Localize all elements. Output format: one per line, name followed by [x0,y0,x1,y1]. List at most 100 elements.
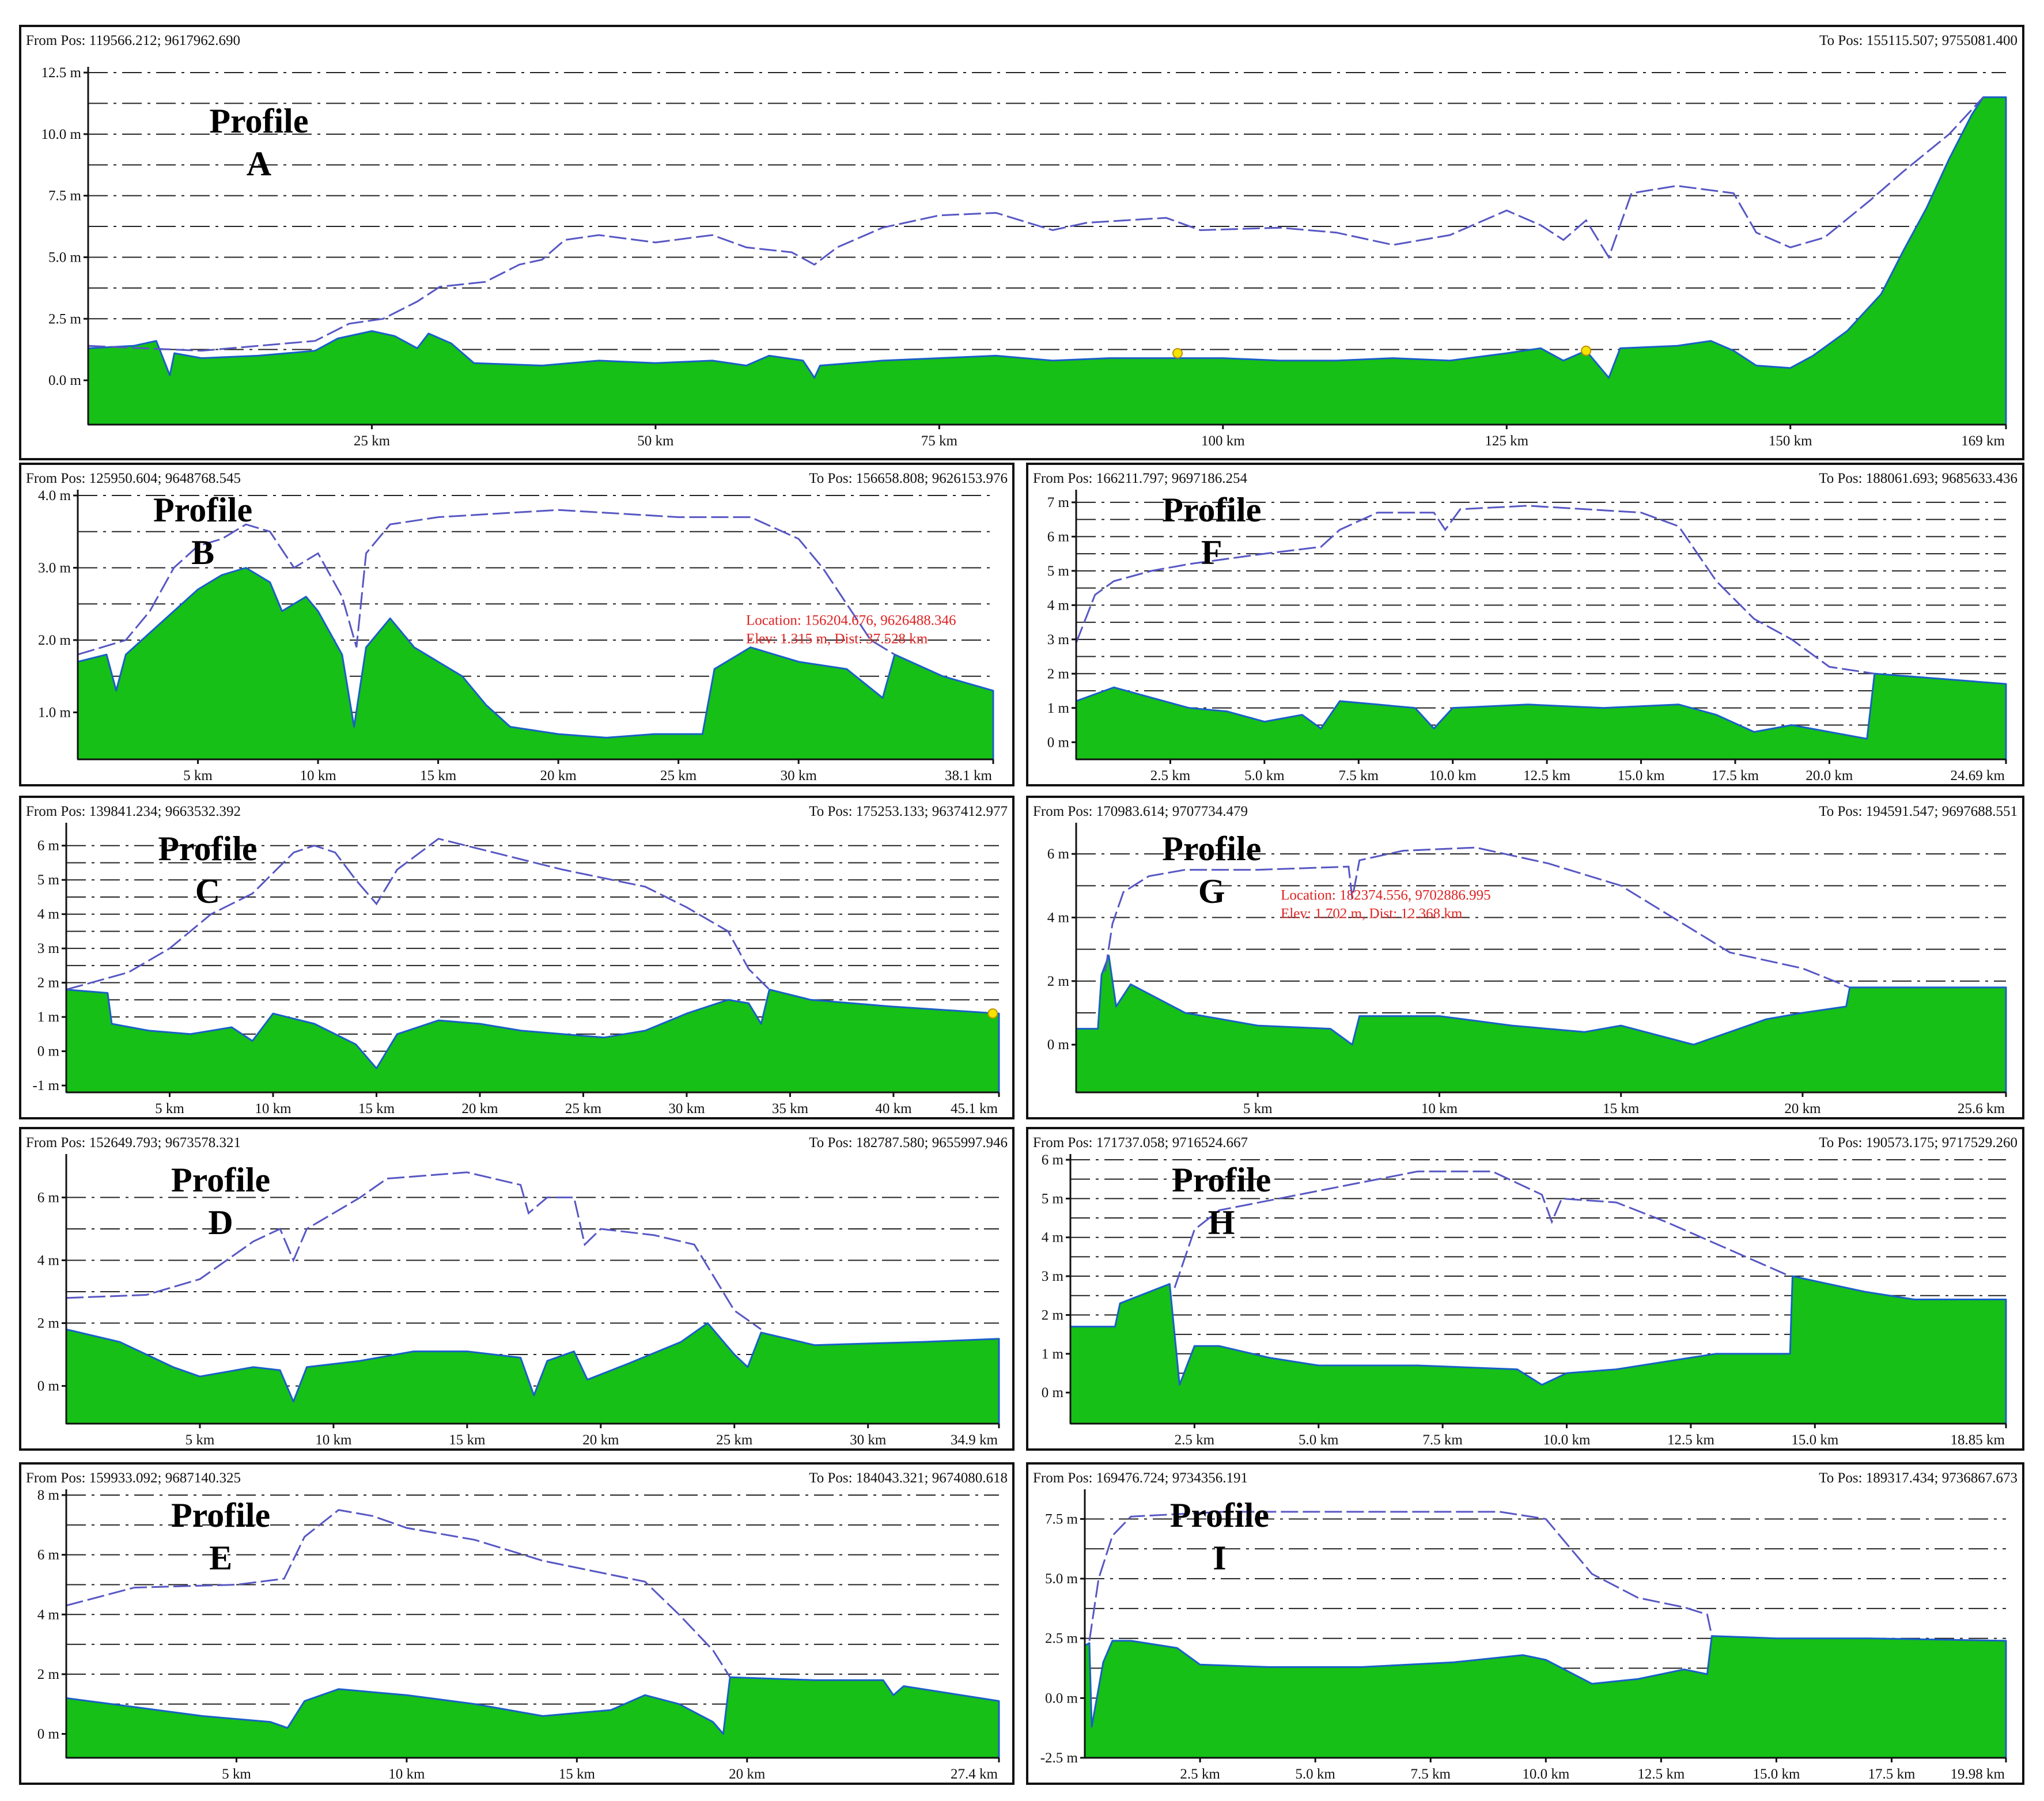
y-tick-label: 0.0 m [1045,1690,1078,1706]
y-tick-label: 5.0 m [1045,1571,1078,1587]
x-tick-label: 125 km [1485,433,1528,449]
profile-letter: I [1213,1539,1226,1577]
location-marker [1581,345,1592,356]
x-tick-label: 5 km [1243,1101,1273,1117]
y-tick-label: 3 m [1047,632,1070,648]
x-tick-label: 27.4 km [951,1766,998,1782]
to-pos-label: To Pos: 194591.547; 9697688.551 [1819,804,2017,819]
y-tick-label: 4 m [37,907,60,922]
y-tick-label: 6 m [1047,529,1070,544]
y-tick-label: 2.5 m [48,311,82,327]
profile-title: Profile [153,491,252,529]
y-tick-label: 7 m [1047,495,1070,510]
x-tick-label: 5.0 km [1299,1432,1339,1448]
x-tick-label: 30 km [668,1101,705,1117]
y-tick-label: 0 m [37,1044,60,1060]
x-tick-label: 2.5 km [1150,768,1191,784]
x-tick-label: 18.85 km [1951,1432,2005,1448]
profile-title: Profile [171,1496,270,1534]
x-tick-label: 7.5 km [1410,1766,1451,1782]
profile-title: Profile [1162,491,1261,529]
y-tick-label: 1.0 m [38,705,71,720]
annotation-location: Location: 182374.556, 9702886.995 [1281,888,1491,903]
profile-letter: C [195,872,220,910]
y-tick-label: 4 m [37,1253,60,1268]
y-tick-label: 8 m [37,1488,60,1503]
y-tick-label: 2 m [1047,666,1070,682]
y-tick-label: 3 m [1042,1269,1064,1284]
profile-panel-i: From Pos: 169476.724; 9734356.191 To Pos:… [1026,1462,2024,1785]
x-tick-label: 2.5 km [1175,1432,1215,1448]
profile-letter: B [191,534,214,572]
x-tick-label: 15 km [358,1101,395,1117]
profile-panel-d: From Pos: 152649.793; 9673578.321 To Pos:… [19,1127,1015,1451]
y-tick-label: 1 m [1047,701,1070,716]
x-tick-label: 25 km [660,768,697,784]
terrain-area [1084,1635,2007,1759]
terrain-area [65,1322,1000,1425]
x-tick-label: 30 km [850,1432,887,1448]
y-tick-label: 1 m [37,1009,60,1025]
terrain-area [1069,1275,2007,1425]
terrain-area [1075,955,2007,1094]
y-tick-label: 3 m [37,941,60,956]
x-tick-label: 5 km [222,1766,251,1782]
x-tick-label: 10.0 km [1429,768,1477,784]
x-tick-label: 30 km [781,768,817,784]
x-tick-label: 15.0 km [1791,1432,1839,1448]
y-tick-label: -2.5 m [1040,1750,1078,1766]
x-tick-label: 15 km [1603,1101,1640,1117]
terrain-area [87,96,2007,426]
x-tick-label: 25 km [354,433,391,449]
from-pos-label: From Pos: 170983.614; 9707734.479 [1033,804,1248,819]
profile-line [1174,1170,1791,1288]
x-tick-label: 50 km [637,433,674,449]
x-tick-label: 12.5 km [1667,1432,1715,1448]
profile-letter: F [1201,534,1222,572]
y-tick-label: 1 m [1042,1346,1064,1362]
x-tick-label: 25.6 km [1958,1101,2005,1117]
profile-line [66,1509,731,1678]
profile-letter: G [1198,872,1225,910]
y-tick-label: 2 m [37,1316,60,1331]
profile-title: Profile [158,830,257,868]
x-tick-label: 20 km [729,1766,766,1782]
x-tick-label: 5 km [183,768,213,784]
profile-line [1075,505,1875,675]
y-tick-label: 0 m [1047,735,1070,750]
profile-panel-f: From Pos: 166211.797; 9697186.254 To Pos:… [1026,463,2024,786]
x-tick-label: 7.5 km [1422,1432,1463,1448]
from-pos-label: From Pos: 125950.604; 9648768.545 [26,471,241,486]
annotation-location: Location: 156204.676, 9626488.346 [746,612,956,628]
y-tick-label: 2 m [37,975,60,991]
profile-panel-b: From Pos: 125950.604; 9648768.545 To Pos:… [19,463,1015,786]
to-pos-label: To Pos: 190573.175; 9717529.260 [1819,1135,2017,1151]
x-tick-label: 45.1 km [951,1101,998,1117]
profile-line [66,838,770,991]
x-tick-label: 34.9 km [951,1432,998,1448]
x-tick-label: 38.1 km [945,768,993,784]
x-tick-label: 15 km [420,768,457,784]
profile-line [66,1171,762,1330]
from-pos-label: From Pos: 169476.724; 9734356.191 [1033,1470,1248,1486]
to-pos-label: To Pos: 184043.321; 9674080.618 [809,1470,1008,1486]
x-tick-label: 169 km [1961,433,2005,449]
x-tick-label: 5 km [186,1432,215,1448]
x-tick-label: 20.0 km [1805,768,1853,784]
profile-title: Profile [1172,1161,1271,1199]
terrain-area [65,989,1000,1094]
x-tick-label: 12.5 km [1637,1766,1685,1782]
y-tick-label: 5 m [37,872,60,888]
y-tick-label: 2.0 m [38,633,71,648]
x-tick-label: 20 km [582,1432,619,1448]
terrain-area [77,567,994,760]
profile-line [88,96,1984,352]
x-tick-label: 25 km [716,1432,753,1448]
x-tick-label: 10.0 km [1543,1432,1591,1448]
profile-panel-h: From Pos: 171737.058; 9716524.667 To Pos:… [1026,1127,2024,1451]
y-tick-label: 10.0 m [41,127,82,142]
y-tick-label: 2 m [1042,1307,1064,1323]
location-marker [1172,348,1183,359]
location-marker [987,1008,998,1019]
